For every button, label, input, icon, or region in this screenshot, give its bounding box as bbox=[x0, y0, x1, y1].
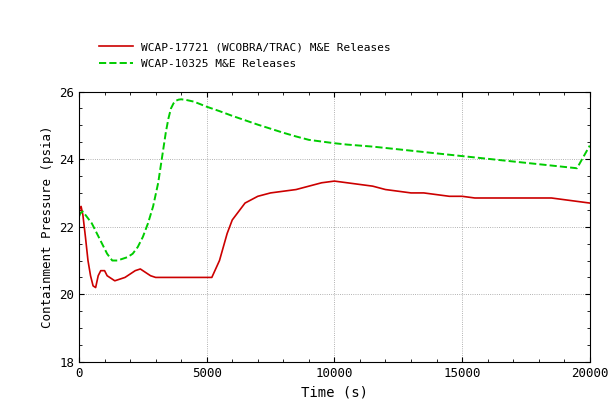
WCAP-10325 M&E Releases bbox=[75, 214, 83, 219]
WCAP-10325 M&E Releases bbox=[109, 258, 116, 263]
WCAP-17721 (WCOBRA/TRAC) M&E Releases bbox=[497, 196, 504, 201]
WCAP-17721 (WCOBRA/TRAC) M&E Releases bbox=[216, 258, 223, 263]
WCAP-10325 M&E Releases bbox=[178, 97, 185, 102]
Legend: WCAP-17721 (WCOBRA/TRAC) M&E Releases, WCAP-10325 M&E Releases: WCAP-17721 (WCOBRA/TRAC) M&E Releases, W… bbox=[95, 37, 396, 74]
Y-axis label: Containment Pressure (psia): Containment Pressure (psia) bbox=[41, 126, 54, 328]
WCAP-10325 M&E Releases bbox=[162, 129, 170, 134]
WCAP-10325 M&E Releases bbox=[124, 255, 131, 260]
WCAP-10325 M&E Releases bbox=[150, 204, 157, 209]
WCAP-10325 M&E Releases bbox=[157, 163, 164, 168]
WCAP-17721 (WCOBRA/TRAC) M&E Releases bbox=[331, 178, 338, 183]
WCAP-17721 (WCOBRA/TRAC) M&E Releases bbox=[122, 275, 129, 280]
WCAP-17721 (WCOBRA/TRAC) M&E Releases bbox=[586, 201, 593, 206]
WCAP-10325 M&E Releases bbox=[586, 143, 593, 148]
Line: WCAP-17721 (WCOBRA/TRAC) M&E Releases: WCAP-17721 (WCOBRA/TRAC) M&E Releases bbox=[79, 181, 590, 287]
WCAP-10325 M&E Releases bbox=[331, 141, 338, 146]
X-axis label: Time (s): Time (s) bbox=[301, 385, 368, 399]
Line: WCAP-10325 M&E Releases: WCAP-10325 M&E Releases bbox=[79, 99, 590, 260]
WCAP-17721 (WCOBRA/TRAC) M&E Releases bbox=[75, 214, 83, 219]
WCAP-10325 M&E Releases bbox=[165, 116, 172, 121]
WCAP-17721 (WCOBRA/TRAC) M&E Releases bbox=[561, 197, 568, 202]
WCAP-17721 (WCOBRA/TRAC) M&E Releases bbox=[142, 270, 149, 275]
WCAP-17721 (WCOBRA/TRAC) M&E Releases bbox=[182, 275, 190, 280]
WCAP-17721 (WCOBRA/TRAC) M&E Releases bbox=[92, 285, 99, 290]
